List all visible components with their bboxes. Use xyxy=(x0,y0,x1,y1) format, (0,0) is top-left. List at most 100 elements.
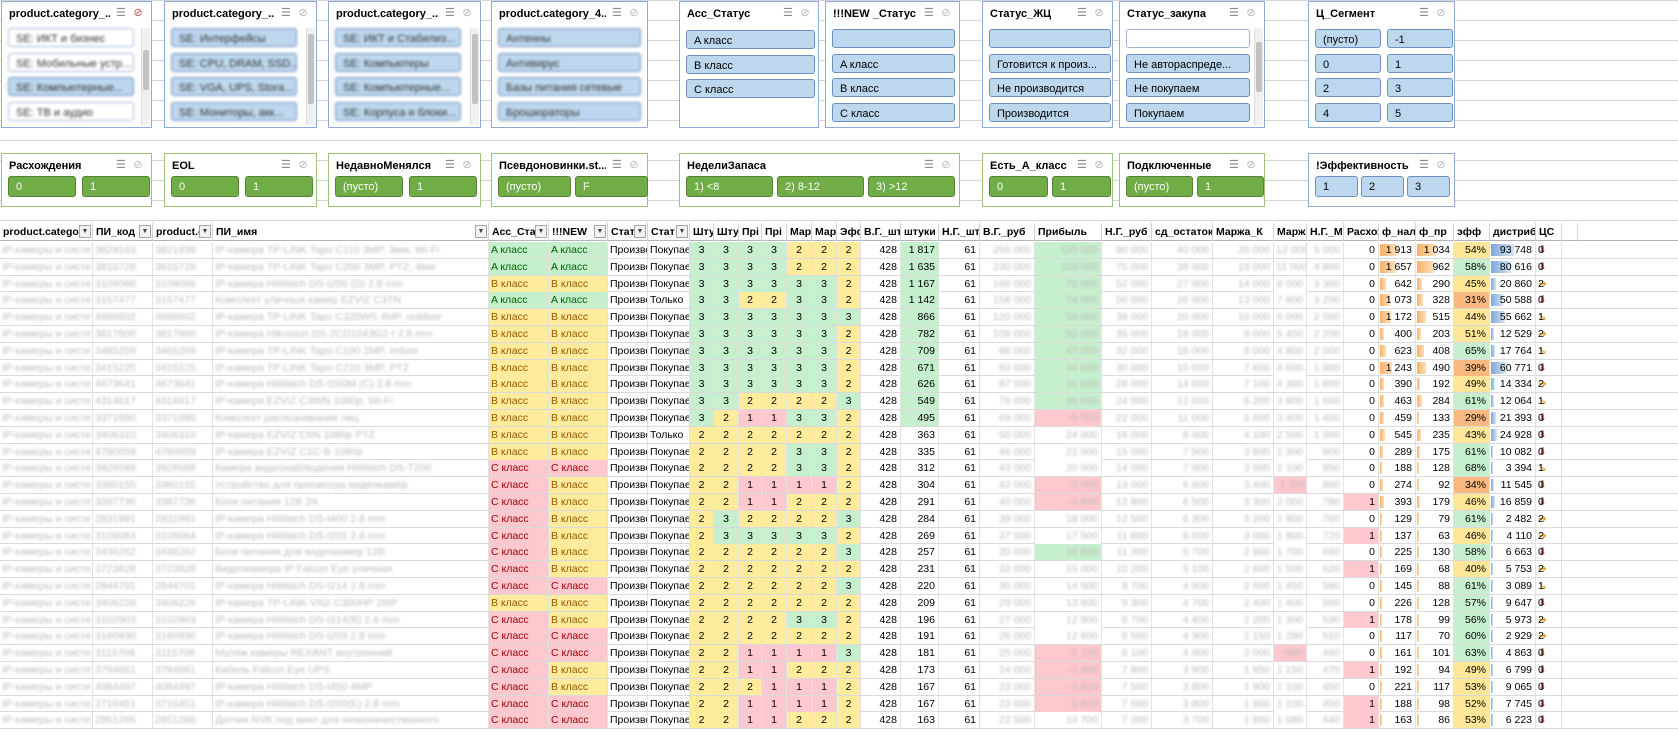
slicer-item[interactable]: SE: CPU, DRAM, SSD... xyxy=(171,52,297,72)
cell-code[interactable]: 3436262 xyxy=(93,544,153,561)
cell-d4[interactable]: 1 xyxy=(762,645,787,662)
clear-filter-icon[interactable]: ⊘ xyxy=(1436,159,1446,171)
table-row[interactable]: IP-камеры и систе 3109064 3109064 IP-камера… xyxy=(0,527,1678,545)
cell-mk[interactable]: 3 400 xyxy=(1213,477,1274,494)
slicer-item[interactable]: 4 xyxy=(1315,102,1381,122)
column-header[interactable]: Прі xyxy=(739,223,762,241)
cell-mz[interactable]: 1 100 xyxy=(1274,678,1307,695)
slicer-item[interactable]: SE: Компьютерные... xyxy=(335,77,461,96)
cell-d4[interactable]: 2 xyxy=(762,561,787,578)
slicer-15[interactable]: Есть_А_класс ☰ ⊘ 0 1 xyxy=(982,153,1113,207)
column-header[interactable]: Мар xyxy=(812,223,837,241)
cell-mz[interactable]: 1 800 xyxy=(1274,527,1307,544)
cell-fn[interactable]: 161 xyxy=(1379,645,1416,662)
slicer-item[interactable]: SE: Компьютеры xyxy=(335,52,461,72)
cell-fp[interactable]: 235 xyxy=(1416,426,1454,443)
cell-pr[interactable]: 24 000 xyxy=(1035,426,1102,443)
cell-sd[interactable]: 4 700 xyxy=(1152,594,1213,611)
cell-name[interactable]: Комплект распознавания лиц xyxy=(213,410,489,426)
column-header[interactable]: Мар xyxy=(787,223,812,241)
cell-n[interactable]: B класс xyxy=(549,477,608,494)
cell-zk[interactable]: Покупае xyxy=(648,527,690,544)
cell-d4[interactable]: 3 xyxy=(762,342,787,359)
cell-n[interactable]: A класс xyxy=(549,242,608,258)
cell-sht[interactable]: 209 xyxy=(901,594,939,611)
table-row[interactable]: IP-камеры и систе 3371680 3371680 Комплект … xyxy=(0,410,1678,427)
cell-d5[interactable]: 3 xyxy=(787,443,812,460)
cell-st[interactable]: Произво xyxy=(608,544,648,561)
cell-pc[interactable]: 3928588 xyxy=(153,460,213,477)
cell-d7[interactable]: 2 xyxy=(837,662,861,678)
cell-ng[interactable]: 61 xyxy=(939,376,980,393)
cell-d1[interactable]: 2 xyxy=(690,628,714,645)
cell-a[interactable]: C класс xyxy=(489,544,549,561)
cell-cs[interactable]: ↘ 1 xyxy=(1536,578,1562,594)
slicer-item[interactable]: (пусто) xyxy=(498,176,571,197)
cell-d1[interactable]: 2 xyxy=(690,426,714,443)
cell-d4[interactable]: 1 xyxy=(762,477,787,494)
multi-select-icon[interactable]: ☰ xyxy=(783,7,793,19)
cell-ngm[interactable]: 470 xyxy=(1307,662,1344,678)
cell-mk[interactable]: 3 500 xyxy=(1213,460,1274,477)
cell-ngm[interactable]: 4 800 xyxy=(1307,258,1344,275)
cell-cs[interactable]: ➔ 2 xyxy=(1536,527,1562,544)
cell-ngr[interactable]: 7 800 xyxy=(1102,662,1152,678)
cell-d5[interactable]: 1 xyxy=(787,695,812,712)
cell-sht[interactable]: 363 xyxy=(901,426,939,443)
cell-fp[interactable]: 1 034 xyxy=(1416,242,1454,258)
cell-zk[interactable]: Покупае xyxy=(648,376,690,393)
cell-zk[interactable]: Покупае xyxy=(648,645,690,662)
multi-select-icon[interactable]: ☰ xyxy=(116,7,126,19)
cell-st[interactable]: Произво xyxy=(608,662,648,678)
cell-rs[interactable]: 1 xyxy=(1344,695,1379,712)
cell-ds[interactable]: 3 394 xyxy=(1490,460,1536,477)
column-header[interactable]: штуки xyxy=(901,223,939,241)
cell-cat[interactable]: IP-камеры и систе xyxy=(0,342,93,359)
clear-filter-icon[interactable]: ⊘ xyxy=(1094,7,1104,19)
cell-ngm[interactable]: 1 900 xyxy=(1307,359,1344,376)
cell-d2[interactable]: 2 xyxy=(714,477,739,494)
cell-d2[interactable]: 3 xyxy=(714,309,739,326)
slicer-item[interactable]: 5 xyxy=(1387,102,1453,122)
cell-name[interactable]: IP-камера HiWatch DS-I214(B) 2.8 mm xyxy=(213,611,489,628)
cell-name[interactable]: Муляж камеры REXANT внутренний xyxy=(213,645,489,662)
cell-pc[interactable]: 3387736 xyxy=(153,494,213,510)
clear-filter-icon[interactable]: ⊘ xyxy=(800,7,810,19)
cell-ngm[interactable]: 2 000 xyxy=(1307,342,1344,359)
cell-rs[interactable]: 0 xyxy=(1344,309,1379,326)
cell-name[interactable]: IP-камера HiWatch DS-I202 2.8 mm xyxy=(213,527,489,544)
cell-vg[interactable]: 428 xyxy=(861,342,901,359)
cell-sd[interactable]: 3 800 xyxy=(1152,695,1213,712)
cell-ngr[interactable]: 7 500 xyxy=(1102,678,1152,695)
cell-ngm[interactable]: 3 300 xyxy=(1307,275,1344,292)
cell-zk[interactable]: Покупае xyxy=(648,309,690,326)
cell-a[interactable]: C класс xyxy=(489,510,549,527)
slicer-item[interactable]: A класс xyxy=(686,30,815,49)
cell-ngr[interactable]: 14 000 xyxy=(1102,460,1152,477)
cell-d1[interactable]: 3 xyxy=(690,292,714,309)
cell-cat[interactable]: IP-камеры и систе xyxy=(0,393,93,410)
cell-ngm[interactable]: 1 800 xyxy=(1307,376,1344,393)
cell-n[interactable]: B класс xyxy=(549,393,608,410)
cell-mz[interactable]: 3 400 xyxy=(1274,410,1307,426)
cell-fp[interactable]: 70 xyxy=(1416,628,1454,645)
multi-select-icon[interactable]: ☰ xyxy=(924,7,934,19)
cell-cat[interactable]: IP-камеры и систе xyxy=(0,510,93,527)
cell-ngm[interactable]: 760 xyxy=(1307,510,1344,527)
cell-code[interactable]: 3109064 xyxy=(93,527,153,544)
cell-sht[interactable]: 709 xyxy=(901,342,939,359)
cell-d7[interactable]: 2 xyxy=(837,527,861,544)
cell-a[interactable]: B класс xyxy=(489,426,549,443)
filter-dropdown-icon[interactable]: ▼ xyxy=(535,225,547,238)
cell-cat[interactable]: IP-камеры и систе xyxy=(0,712,93,729)
cell-fn[interactable]: 1 172 xyxy=(1379,309,1416,326)
cell-d5[interactable]: 2 xyxy=(787,712,812,729)
cell-d6[interactable]: 2 xyxy=(812,544,837,561)
slicer-16[interactable]: Подключенные ☰ ⊘ (пусто) 1 xyxy=(1119,153,1265,207)
column-header[interactable]: дистрибу xyxy=(1490,223,1536,241)
cell-d1[interactable]: 2 xyxy=(690,544,714,561)
cell-mz[interactable]: 1 150 xyxy=(1274,662,1307,678)
cell-rs[interactable]: 0 xyxy=(1344,242,1379,258)
cell-code[interactable]: 2844701 xyxy=(93,578,153,594)
cell-sht[interactable]: 231 xyxy=(901,561,939,578)
